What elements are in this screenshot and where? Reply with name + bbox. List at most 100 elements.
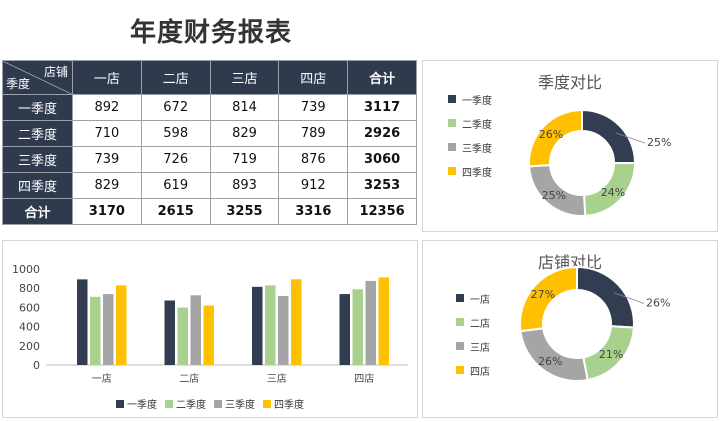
y-tick-label: 600: [19, 301, 40, 314]
table-cell-total: 2926: [347, 120, 417, 147]
data-label: 21%: [599, 348, 623, 361]
leader-line: [615, 132, 646, 144]
leader-line: [614, 292, 645, 304]
legend-label: 四季度: [462, 167, 492, 179]
legend-label: 四季度: [274, 400, 304, 411]
table-cell: 672: [140, 94, 211, 121]
table-cell: 912: [278, 172, 349, 199]
x-tick-label: 二店: [179, 372, 199, 385]
data-label: 25%: [647, 136, 671, 149]
legend-item: 三季度: [214, 396, 255, 411]
bar: [164, 300, 175, 365]
donut-slice: [528, 108, 583, 168]
table-cell-total: 3170: [72, 198, 142, 225]
table-cell: 814: [209, 94, 280, 121]
table-cell-total: 3117: [347, 94, 417, 121]
table-cell: 726: [140, 146, 211, 173]
legend-item: 四店: [456, 358, 490, 382]
quarter-donut-chart: 25% 24% 25% 26%: [528, 108, 671, 217]
legend-item: 一季度: [116, 396, 157, 411]
legend-swatch: [456, 318, 464, 326]
table-header-row: 店铺 季度 一店 二店 三店 四店 合计: [2, 60, 417, 95]
legend-item: 一季度: [448, 87, 492, 111]
table-cell: 719: [209, 146, 280, 173]
table-corner-cell: 店铺 季度: [2, 60, 73, 95]
legend-swatch: [116, 399, 124, 408]
row-header: 一季度: [2, 94, 73, 121]
y-tick-label: 800: [19, 282, 40, 295]
row-header: 四季度: [2, 172, 73, 199]
bar: [378, 277, 389, 365]
bar-chart: 0 200 400 600 800 1000 一店 二店 三店 四店: [12, 263, 408, 385]
table-cell: 892: [72, 94, 142, 121]
donut-slice: [576, 265, 635, 329]
legend-item: 四季度: [263, 396, 304, 411]
bar: [365, 280, 376, 365]
legend-label: 一季度: [127, 400, 157, 411]
table-cell-total: 3253: [347, 172, 417, 199]
legend-label: 二季度: [462, 119, 492, 131]
column-header: 一店: [72, 60, 142, 95]
table-total-row: 合计 3170 2615 3255 3316 12356: [2, 198, 417, 225]
corner-label-quarter: 季度: [6, 77, 31, 91]
y-tick-label: 0: [33, 359, 40, 372]
x-tick-label: 一店: [92, 372, 112, 385]
table-cell: 739: [278, 94, 349, 121]
bar-chart-panel: 0 200 400 600 800 1000 一店 二店 三店 四店 一季度 二季度 三季度 四季…: [2, 240, 418, 418]
quarter-donut-title: 季度对比: [537, 73, 602, 92]
table-cell: 619: [140, 172, 211, 199]
column-header: 二店: [140, 60, 211, 95]
table-row: 二季度 710 598 829 789 2926: [2, 120, 417, 147]
table-cell: 829: [209, 120, 280, 147]
table-cell: 829: [72, 172, 142, 199]
bar: [90, 296, 101, 365]
legend-swatch: [214, 399, 222, 408]
column-header: 三店: [209, 60, 280, 95]
table-cell-total: 3060: [347, 146, 417, 173]
legend-item: 二季度: [448, 111, 492, 135]
legend-swatch: [448, 143, 456, 151]
y-tick-label: 1000: [12, 263, 40, 276]
table-cell: 739: [72, 146, 142, 173]
bar: [339, 294, 350, 365]
page-title: 年度财务报表: [130, 18, 293, 48]
table-cell: 876: [278, 146, 349, 173]
bar: [252, 286, 263, 365]
legend-label: 二季度: [176, 400, 206, 411]
data-label: 26%: [539, 128, 563, 141]
table-cell-total: 3255: [209, 198, 280, 225]
table-row: 三季度 739 726 719 876 3060: [2, 146, 417, 173]
data-label: 25%: [542, 189, 566, 202]
data-label: 27%: [531, 288, 555, 301]
bar: [116, 285, 127, 365]
legend-swatch: [456, 366, 464, 374]
legend-item: 四季度: [448, 159, 492, 183]
bar: [77, 279, 88, 365]
legend-swatch: [448, 95, 456, 103]
legend-item: 二季度: [165, 396, 206, 411]
bar: [278, 295, 289, 365]
legend-label: 四店: [470, 366, 490, 378]
data-label: 24%: [601, 186, 625, 199]
legend-item: 三店: [456, 334, 490, 358]
legend-swatch: [448, 119, 456, 127]
legend-label: 三季度: [225, 400, 255, 411]
y-tick-label: 200: [19, 340, 40, 353]
bar: [352, 289, 363, 365]
bar: [177, 307, 188, 365]
table-cell: 710: [72, 120, 142, 147]
row-header-total: 合计: [2, 198, 73, 225]
y-tick-label: 400: [19, 321, 40, 334]
table-cell-grand-total: 12356: [347, 198, 417, 225]
legend-item: 三季度: [448, 135, 492, 159]
bar-chart-legend: 一季度 二季度 三季度 四季度: [3, 396, 417, 411]
legend-label: 一店: [470, 294, 490, 306]
bar: [265, 285, 276, 365]
legend-label: 二店: [470, 318, 490, 330]
legend-item: 二店: [456, 310, 490, 334]
row-header: 二季度: [2, 120, 73, 147]
table-row: 一季度 892 672 814 739 3117: [2, 94, 417, 121]
bar: [190, 295, 201, 365]
data-label: 26%: [646, 296, 670, 309]
table-cell-total: 2615: [140, 198, 211, 225]
